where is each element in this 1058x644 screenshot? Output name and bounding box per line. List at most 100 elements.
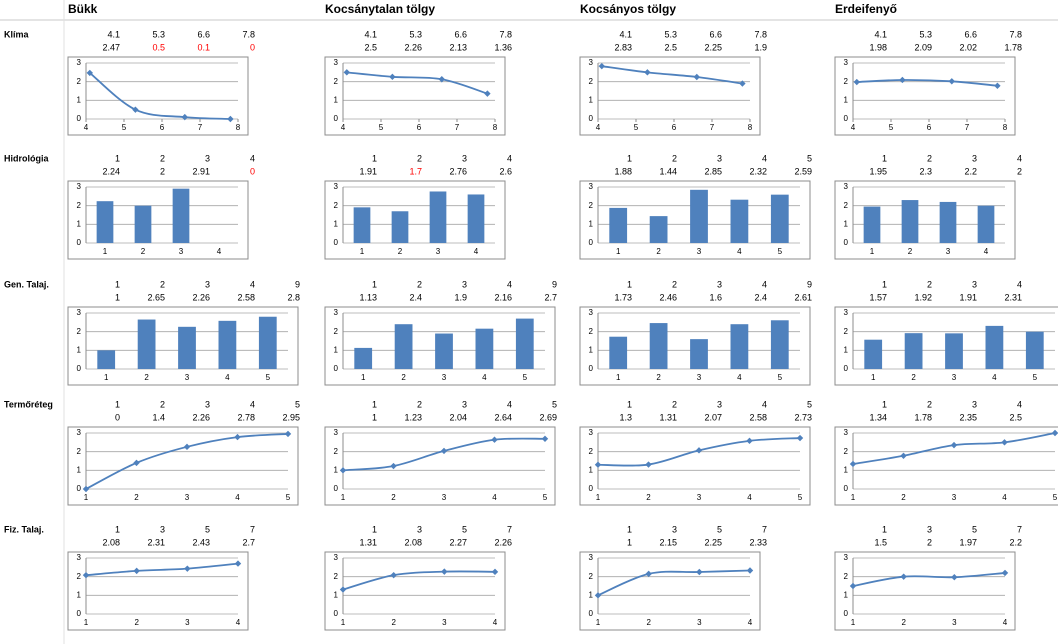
y-value: 2 <box>1017 166 1022 176</box>
marker <box>484 90 491 97</box>
y-value: 1.34 <box>869 412 887 422</box>
x-value: 3 <box>717 153 722 163</box>
y-value: 1.73 <box>614 292 632 302</box>
marker <box>234 560 242 567</box>
marker <box>746 437 753 445</box>
x-tick-label: 7 <box>198 123 203 132</box>
x-value: 2 <box>927 399 932 409</box>
x-tick-label: 2 <box>656 247 661 256</box>
y-value: 2.95 <box>282 412 300 422</box>
y-value: 1.95 <box>869 166 887 176</box>
y-value: 2 <box>927 537 932 547</box>
x-value: 3 <box>205 399 210 409</box>
x-tick-label: 4 <box>493 618 498 627</box>
y-tick-label: 2 <box>844 77 849 86</box>
x-value: 5 <box>972 524 977 534</box>
y-value: 2.2 <box>964 166 977 176</box>
x-value: 5.3 <box>409 29 422 39</box>
x-tick-label: 4 <box>748 618 753 627</box>
x-value: 4 <box>762 153 767 163</box>
x-value: 2 <box>417 153 422 163</box>
x-tick-label: 3 <box>697 493 702 502</box>
x-tick-label: 4 <box>217 247 222 256</box>
y-tick-label: 0 <box>334 114 339 123</box>
y-value: 2.13 <box>449 42 467 52</box>
x-value: 1 <box>115 524 120 534</box>
y-tick-label: 1 <box>844 590 849 599</box>
y-tick-label: 3 <box>334 553 339 562</box>
x-value: 1 <box>372 279 377 289</box>
y-tick-label: 3 <box>844 58 849 67</box>
x-value: 6.6 <box>964 29 977 39</box>
x-value: 3 <box>927 524 932 534</box>
x-tick-label: 1 <box>870 247 875 256</box>
x-value: 5 <box>717 524 722 534</box>
row-label: Klíma <box>4 29 30 39</box>
marker <box>695 447 703 454</box>
x-tick-label: 1 <box>84 618 89 627</box>
marker <box>234 433 241 441</box>
y-tick-label: 3 <box>844 308 849 317</box>
y-tick-label: 1 <box>589 465 594 474</box>
x-tick-label: 6 <box>417 123 422 132</box>
x-value: 7 <box>250 524 255 534</box>
y-value: 0 <box>115 412 120 422</box>
marker <box>849 582 857 590</box>
y-value: 2.26 <box>192 292 210 302</box>
x-value: 2 <box>672 153 677 163</box>
y-value: 2.64 <box>494 412 512 422</box>
row-label: Gen. Talaj. <box>4 279 49 289</box>
y-tick-label: 1 <box>77 95 82 104</box>
y-tick-label: 3 <box>844 182 849 191</box>
x-tick-label: 4 <box>474 247 479 256</box>
bar <box>353 207 371 243</box>
y-tick-label: 1 <box>334 590 339 599</box>
x-value: 6.6 <box>454 29 467 39</box>
bar <box>609 336 628 369</box>
y-tick-label: 3 <box>589 553 594 562</box>
marker <box>1001 569 1009 577</box>
y-tick-label: 3 <box>844 428 849 437</box>
y-value: 2.5 <box>664 42 677 52</box>
y-tick-label: 0 <box>77 364 82 373</box>
y-tick-label: 2 <box>844 327 849 336</box>
x-tick-label: 3 <box>697 618 702 627</box>
y-value: 2.02 <box>959 42 977 52</box>
chart-frame <box>579 56 761 136</box>
y-value: 1.44 <box>659 166 677 176</box>
x-tick-label: 5 <box>543 493 548 502</box>
marker <box>746 567 754 574</box>
x-value: 5 <box>807 153 812 163</box>
x-tick-label: 5 <box>798 493 803 502</box>
chart-frame <box>579 551 761 631</box>
x-value: 5 <box>552 399 557 409</box>
x-tick-label: 8 <box>493 123 498 132</box>
y-tick-label: 1 <box>589 95 594 104</box>
marker <box>389 73 396 81</box>
x-value: 4 <box>762 399 767 409</box>
y-value: 2.7 <box>242 537 255 547</box>
y-tick-label: 3 <box>844 553 849 562</box>
y-value: 1.78 <box>1004 42 1022 52</box>
y-value: 2.47 <box>102 42 120 52</box>
bar <box>939 201 957 243</box>
marker <box>541 435 549 442</box>
bar <box>515 318 534 369</box>
bar <box>690 339 708 369</box>
bar <box>475 328 494 369</box>
y-tick-label: 3 <box>334 182 339 191</box>
x-tick-label: 2 <box>144 373 149 382</box>
y-value: 1 <box>627 537 632 547</box>
marker <box>951 574 958 581</box>
marker <box>86 69 93 77</box>
marker <box>284 430 292 438</box>
x-tick-label: 6 <box>160 123 165 132</box>
x-tick-label: 1 <box>596 618 601 627</box>
y-tick-label: 1 <box>334 219 339 228</box>
y-value: 2.91 <box>192 166 210 176</box>
x-tick-label: 4 <box>984 247 989 256</box>
y-tick-label: 2 <box>844 201 849 210</box>
y-tick-label: 0 <box>844 364 849 373</box>
bar <box>945 333 963 369</box>
